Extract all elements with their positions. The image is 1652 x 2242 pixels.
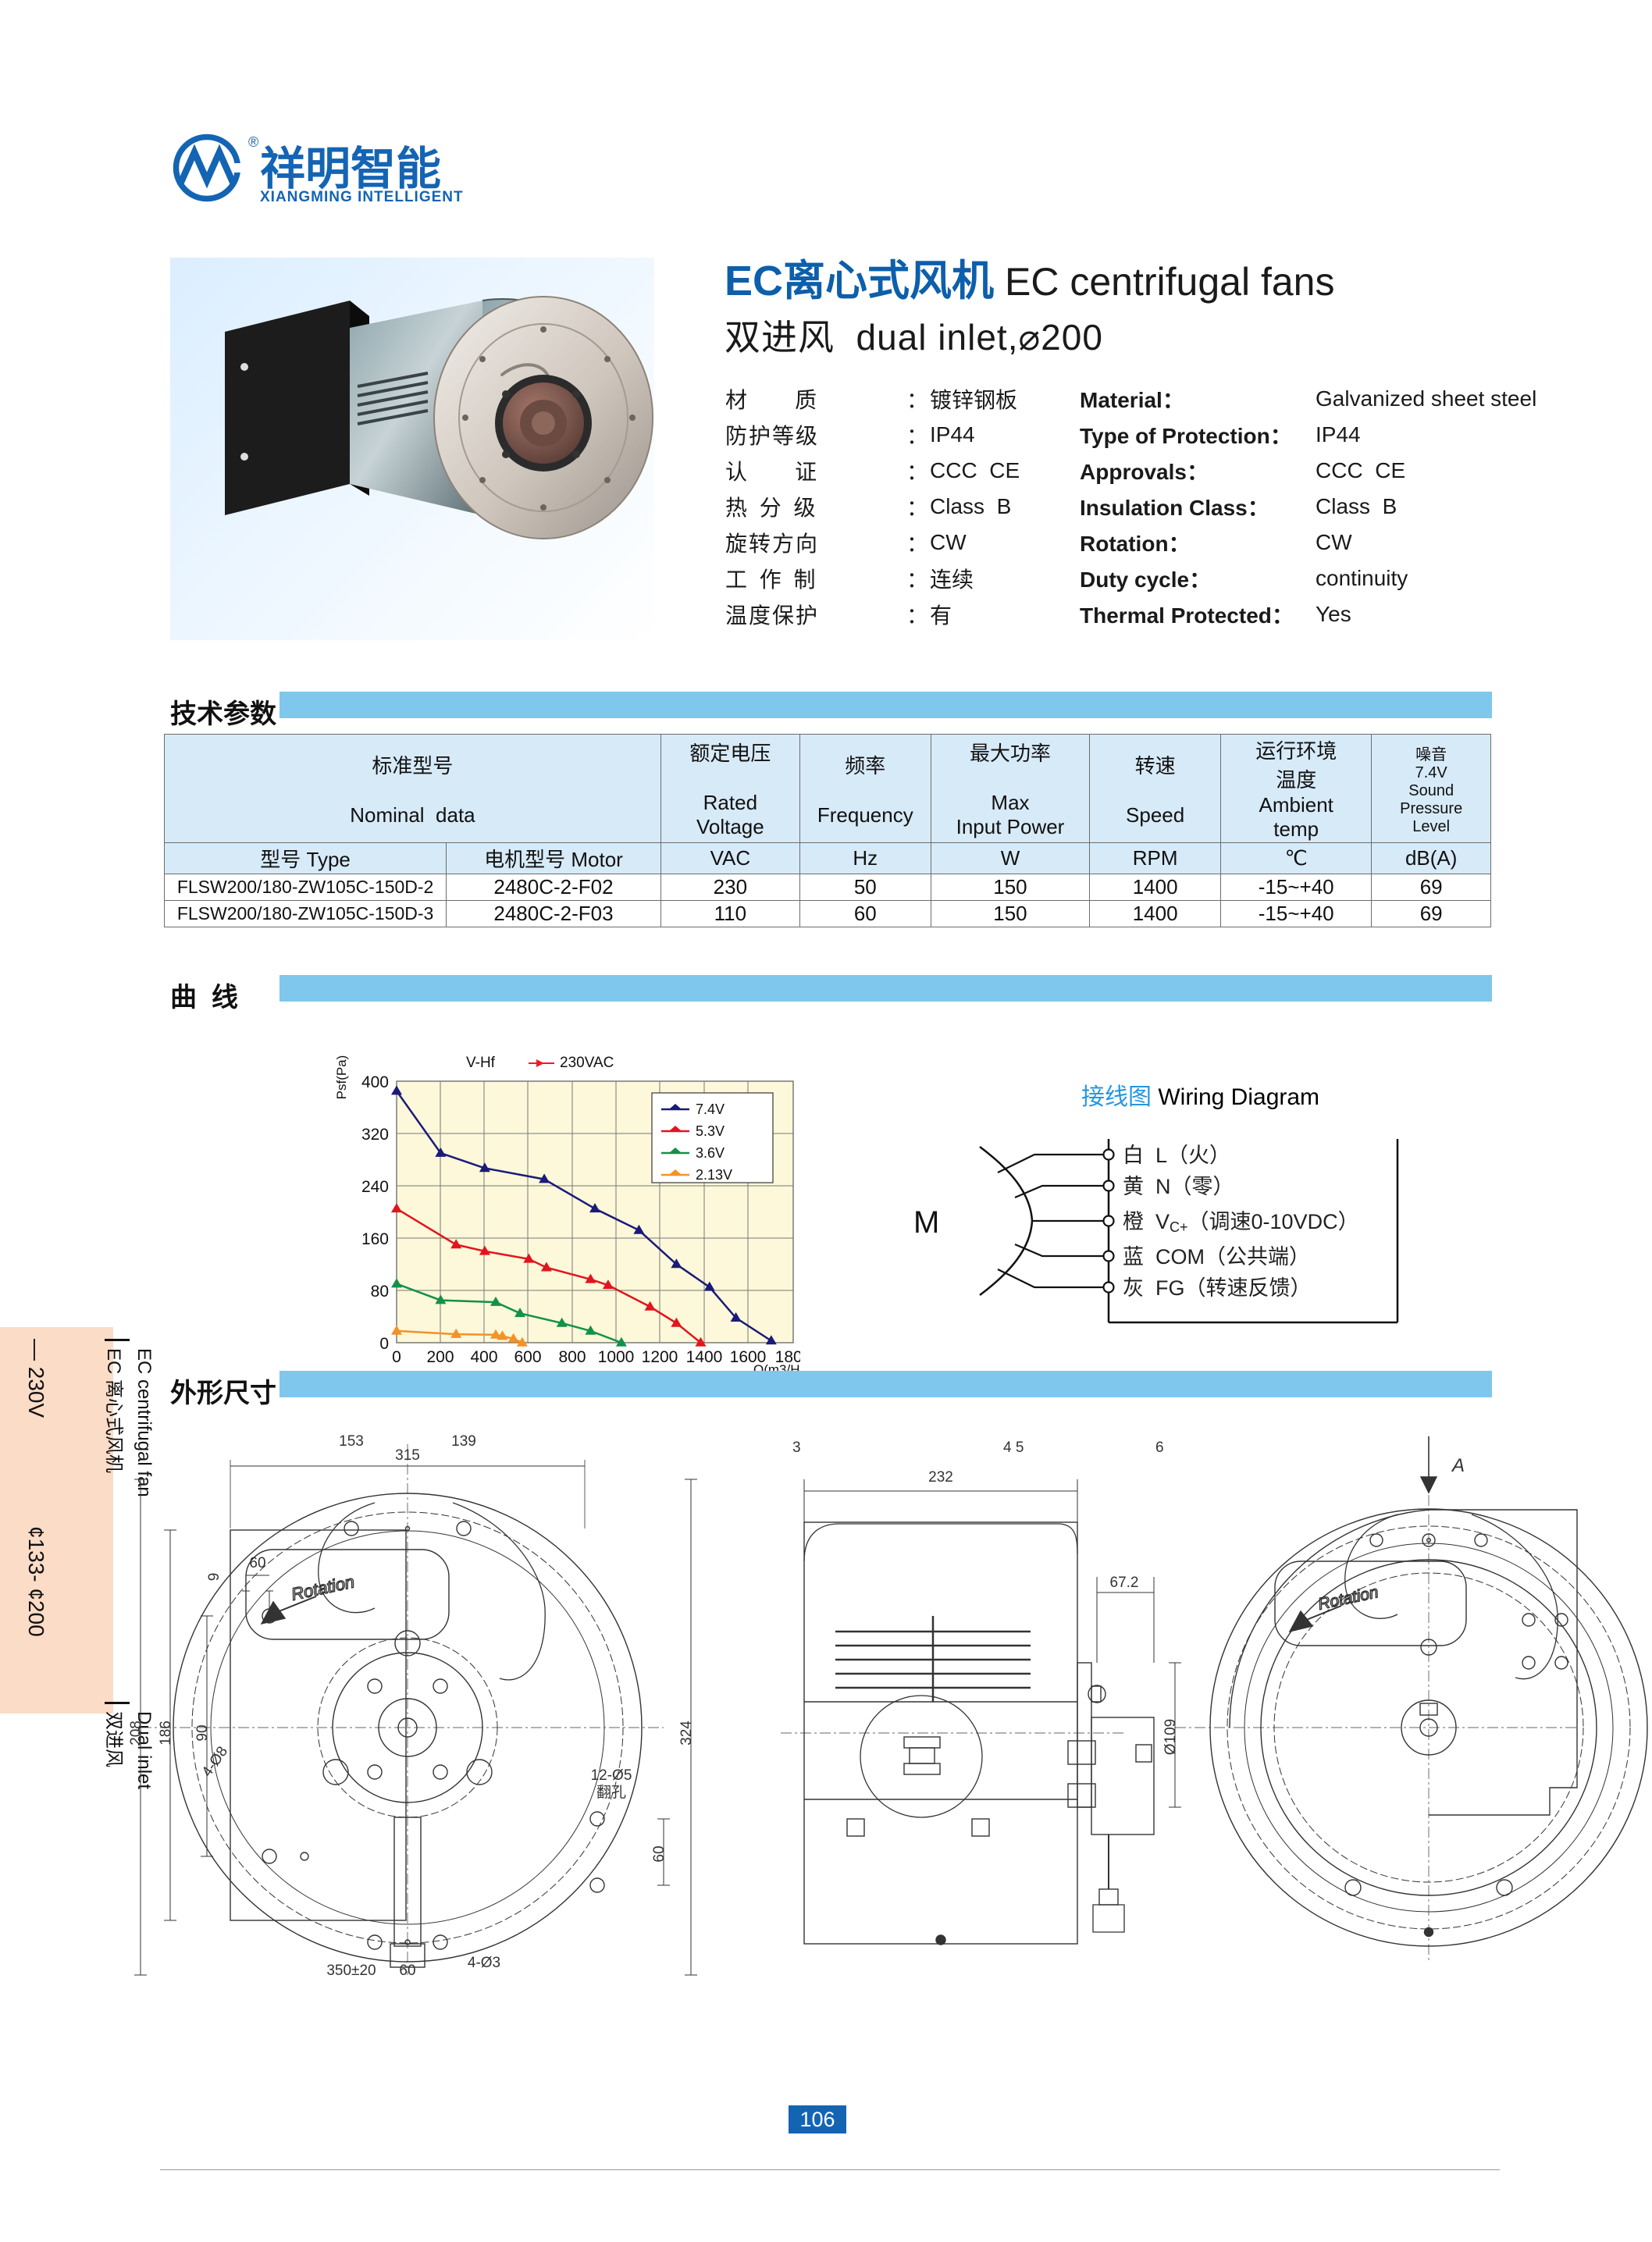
svg-text:186: 186: [158, 1721, 174, 1746]
svg-text:橙 VC+（调速0-10VDC）: 橙 VC+（调速0-10VDC）: [1123, 1210, 1359, 1235]
svg-text:60: 60: [249, 1555, 265, 1571]
svg-text:4-Ø8: 4-Ø8: [199, 1744, 231, 1781]
svg-text:90: 90: [194, 1724, 211, 1741]
svg-text:Psf(Pa): Psf(Pa): [334, 1055, 349, 1100]
svg-text:3: 3: [792, 1440, 801, 1456]
svg-text:67.2: 67.2: [1110, 1575, 1139, 1591]
svg-text:2.13V: 2.13V: [696, 1167, 732, 1183]
svg-text:320: 320: [361, 1126, 389, 1144]
svg-text:Rotation: Rotation: [290, 1571, 356, 1603]
svg-text:V-Hf: V-Hf: [466, 1055, 496, 1071]
svg-text:0: 0: [379, 1335, 389, 1353]
svg-text:9: 9: [206, 1573, 223, 1582]
svg-text:4 5: 4 5: [1003, 1440, 1024, 1456]
svg-text:7.4V: 7.4V: [696, 1101, 725, 1117]
svg-text:139: 139: [451, 1433, 476, 1450]
svg-text:4-Ø3: 4-Ø3: [468, 1955, 500, 1971]
svg-text:A: A: [1451, 1455, 1465, 1476]
svg-text:蓝 COM（公共端）: 蓝 COM（公共端）: [1123, 1245, 1310, 1269]
svg-text:315: 315: [395, 1447, 420, 1464]
svg-text:153: 153: [339, 1433, 364, 1450]
svg-text:Ø109: Ø109: [1162, 1719, 1179, 1755]
svg-text:800: 800: [558, 1348, 586, 1366]
svg-text:XIANGMING INTELLIGENT: XIANGMING INTELLIGENT: [260, 189, 464, 205]
svg-text:400: 400: [470, 1348, 497, 1366]
svg-text:600: 600: [514, 1348, 541, 1366]
svg-text:232: 232: [928, 1469, 953, 1486]
svg-text:M: M: [913, 1205, 939, 1240]
svg-text:®: ®: [248, 134, 258, 150]
svg-text:350±20: 350±20: [326, 1963, 376, 1979]
svg-text:灰 FG（转速反馈）: 灰 FG（转速反馈）: [1123, 1276, 1312, 1300]
svg-text:白 L（火）: 白 L（火）: [1123, 1144, 1230, 1167]
svg-text:黄 N（零）: 黄 N（零）: [1123, 1175, 1234, 1198]
svg-text:230VAC: 230VAC: [560, 1055, 614, 1071]
svg-text:80: 80: [371, 1283, 389, 1301]
svg-text:60: 60: [399, 1963, 415, 1979]
svg-text:5.3V: 5.3V: [696, 1123, 725, 1139]
svg-text:12-Ø5: 12-Ø5: [591, 1767, 632, 1784]
svg-text:324: 324: [678, 1721, 695, 1746]
svg-text:200: 200: [426, 1348, 454, 1366]
svg-text:Rotation: Rotation: [1316, 1583, 1380, 1614]
svg-text:240: 240: [361, 1178, 389, 1196]
svg-text:3.6V: 3.6V: [696, 1145, 725, 1161]
svg-text:翻孔: 翻孔: [596, 1784, 626, 1801]
svg-text:1200: 1200: [642, 1348, 678, 1366]
svg-text:6: 6: [1155, 1440, 1164, 1456]
svg-text:祥明智能: 祥明智能: [260, 144, 441, 194]
svg-text:400: 400: [361, 1073, 389, 1091]
svg-text:1400: 1400: [686, 1348, 723, 1366]
svg-text:208: 208: [128, 1721, 144, 1746]
svg-text:1000: 1000: [598, 1348, 635, 1366]
svg-text:160: 160: [361, 1230, 389, 1248]
svg-text:0: 0: [392, 1348, 401, 1366]
svg-text:60: 60: [651, 1845, 668, 1862]
